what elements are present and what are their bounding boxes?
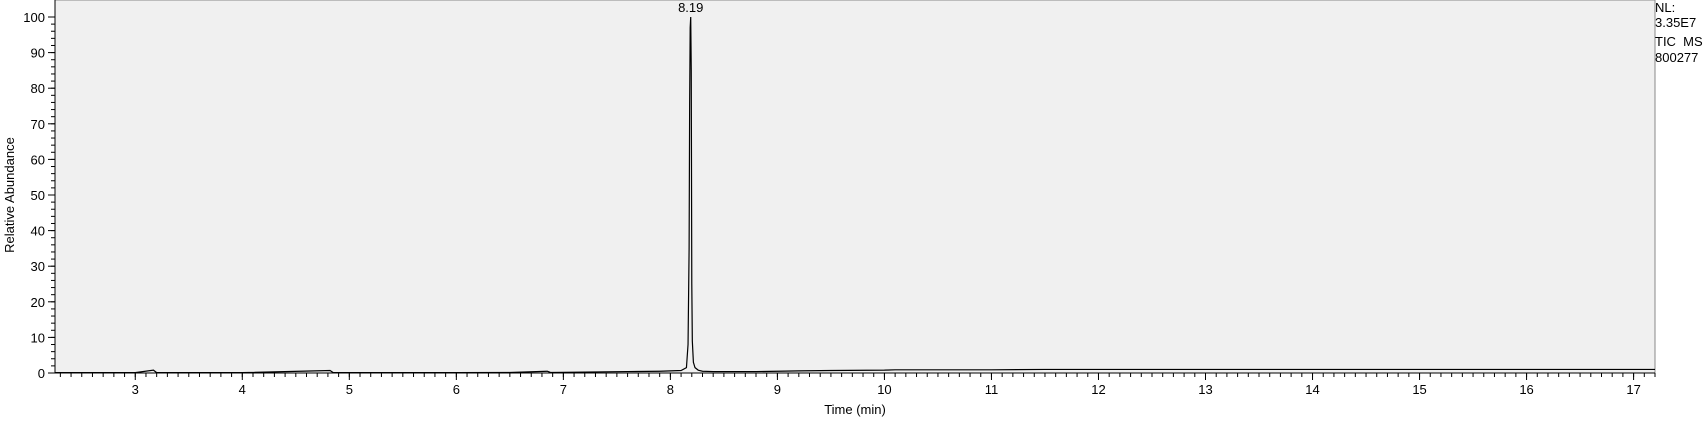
y-tick-label: 90 xyxy=(31,46,45,61)
y-tick-label: 10 xyxy=(31,330,45,345)
nl-value: 3.35E7 xyxy=(1655,15,1697,30)
sample-id: 800277 xyxy=(1655,50,1699,65)
x-tick-label: 4 xyxy=(239,382,246,397)
axis-ticks: 0 10 20 30 40 50 60 70 80 90 100 3 4 5 6 7 8 9 10 11 12 13 14 1… xyxy=(23,0,1656,397)
y-tick-label: 100 xyxy=(23,10,45,25)
peak-label: 8.19 xyxy=(678,0,703,15)
plot-area xyxy=(54,0,1656,374)
x-tick-label: 7 xyxy=(560,382,567,397)
x-tick-label: 12 xyxy=(1091,382,1105,397)
x-tick-label: 9 xyxy=(774,382,781,397)
x-tick-label: 13 xyxy=(1198,382,1212,397)
trace-label: TIC MS xyxy=(1655,34,1703,49)
tic-trace xyxy=(55,16,1655,374)
x-axis-title: Time (min) xyxy=(824,402,886,417)
x-tick-label: 17 xyxy=(1626,382,1640,397)
y-tick-label: 60 xyxy=(31,152,45,167)
x-tick-label: 15 xyxy=(1412,382,1426,397)
y-tick-label: 20 xyxy=(31,295,45,310)
y-tick-label: 0 xyxy=(38,366,45,381)
x-tick-label: 8 xyxy=(667,382,674,397)
y-axis-title: Relative Abundance xyxy=(2,137,17,253)
y-tick-label: 40 xyxy=(31,224,45,239)
y-tick-label: 80 xyxy=(31,81,45,96)
trace-layer: 8.19 xyxy=(55,0,1655,374)
y-tick-label: 50 xyxy=(31,188,45,203)
y-tick-label: 70 xyxy=(31,117,45,132)
x-tick-label: 10 xyxy=(877,382,891,397)
nl-label: NL: xyxy=(1655,0,1676,15)
x-tick-label: 11 xyxy=(985,382,999,397)
x-tick-label: 16 xyxy=(1519,382,1533,397)
y-tick-label: 30 xyxy=(31,259,45,274)
x-tick-label: 14 xyxy=(1305,382,1319,397)
x-tick-label: 6 xyxy=(453,382,460,397)
x-tick-label: 5 xyxy=(346,382,353,397)
x-tick-label: 3 xyxy=(132,382,139,397)
